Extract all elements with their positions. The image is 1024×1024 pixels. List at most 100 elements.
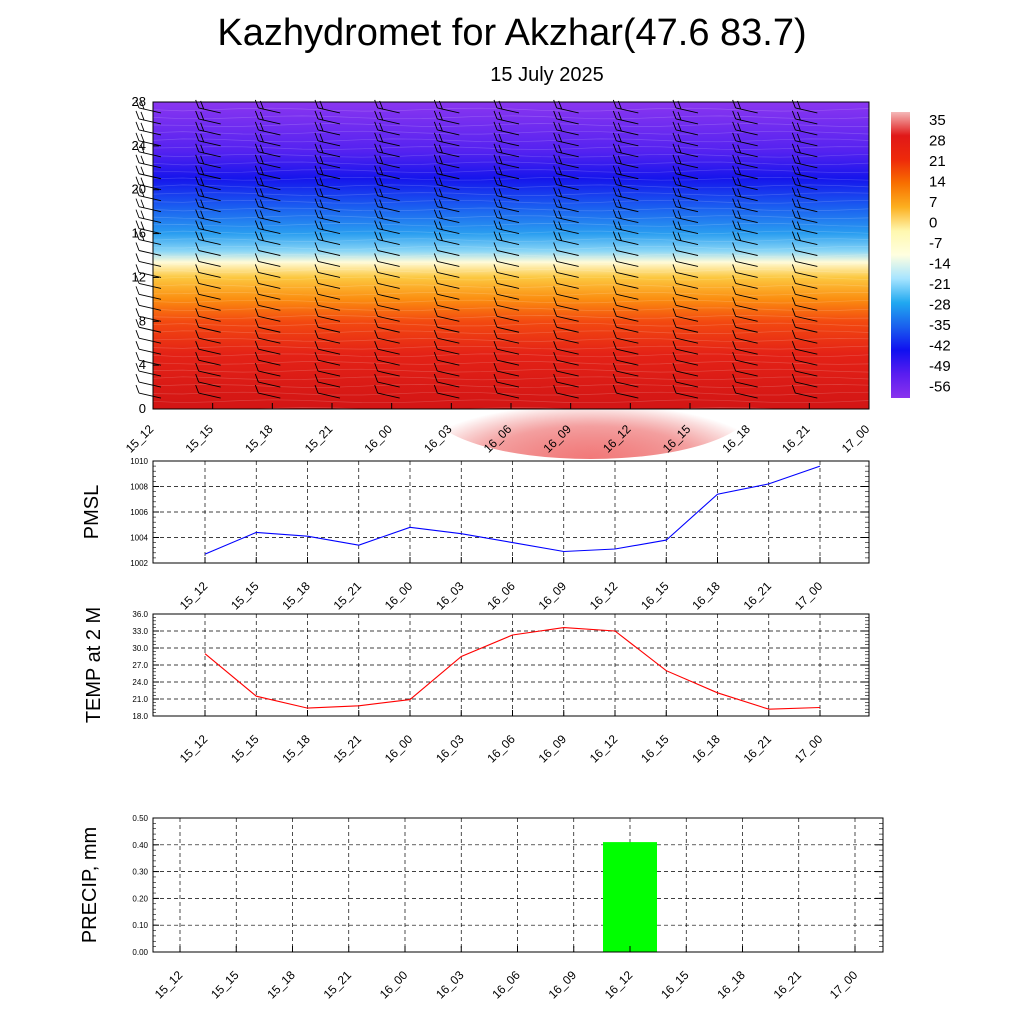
wind-barb: [616, 173, 639, 180]
wind-barb: [735, 348, 758, 355]
wind-barb: [616, 107, 639, 114]
x-tick-label: 15_12: [177, 732, 211, 766]
wind-barb-flag: [135, 308, 140, 317]
wind-barb-flag: [195, 253, 200, 262]
x-tick-label: 15_18: [242, 422, 276, 456]
wind-barb: [198, 151, 221, 158]
wind-barb: [258, 271, 281, 278]
wind-barb: [258, 282, 281, 289]
wind-barb-flag: [612, 297, 617, 306]
wind-barb: [735, 206, 758, 213]
wind-barb-flag: [379, 210, 384, 219]
heatmap-field: [153, 102, 869, 409]
wind-barb-flag: [791, 373, 796, 383]
wind-barb: [377, 217, 400, 224]
x-tick-label: 16_03: [433, 579, 467, 613]
wind-barb-flag: [791, 187, 796, 196]
wind-barb-flag: [672, 110, 677, 120]
wind-barb-flag: [791, 231, 796, 240]
contour-line: [152, 176, 870, 181]
wind-barb-flag: [319, 188, 324, 197]
wind-barb-flag: [732, 154, 737, 163]
wind-barb: [675, 151, 699, 158]
wind-barb: [556, 304, 579, 311]
contour-line: [152, 269, 870, 273]
wind-barb: [795, 228, 818, 235]
wind-barb-flag: [319, 133, 324, 143]
wind-barb-flag: [433, 154, 438, 163]
wind-barb: [138, 206, 162, 213]
wind-barb: [496, 337, 520, 344]
wind-barb-flag: [493, 132, 498, 142]
x-tick-label: 16_15: [638, 579, 672, 613]
wind-barb-flag: [259, 166, 264, 175]
wind-barb-flag: [135, 209, 140, 218]
colorbar-label: -49: [929, 358, 951, 375]
wind-barb: [437, 370, 460, 377]
wind-barb-flag: [254, 319, 259, 328]
wind-barb-flag: [498, 210, 503, 219]
wind-barb: [377, 261, 400, 267]
wind-barb: [258, 228, 281, 235]
wind-barb: [198, 359, 221, 366]
wind-barb: [675, 228, 699, 235]
x-tick-label: 16_15: [638, 732, 672, 766]
wind-barb: [138, 271, 162, 278]
wind-barb-flag: [612, 99, 617, 109]
wind-barb-flag: [140, 155, 145, 164]
chart-subtitle: 15 July 2025: [490, 64, 604, 86]
wind-barb-flag: [553, 99, 558, 109]
wind-barb-flag: [558, 177, 563, 186]
wind-barb: [437, 337, 460, 344]
wind-barb-flag: [195, 373, 200, 383]
y-tick-label: 30.0: [132, 644, 148, 653]
wind-barb-flag: [374, 242, 379, 251]
x-tick-label: 15_21: [321, 968, 355, 1002]
wind-barb-flag: [438, 144, 443, 153]
wind-barb-flag: [612, 176, 617, 185]
wind-barb: [377, 392, 400, 399]
wind-barb-flag: [374, 231, 379, 240]
x-tick-label: 15_18: [264, 968, 298, 1002]
wind-barb-flag: [314, 154, 319, 163]
wind-barb: [317, 195, 341, 202]
wind-barb: [258, 304, 281, 311]
wind-barb: [138, 118, 162, 125]
wind-barb: [556, 271, 579, 278]
wind-barb-flag: [493, 373, 498, 383]
wind-barb-flag: [677, 232, 682, 241]
wind-barb-flag: [200, 232, 205, 241]
wind-barb-flag: [732, 319, 737, 328]
wind-barb: [317, 184, 341, 191]
wind-barb: [198, 282, 221, 289]
wind-barb-flag: [737, 144, 742, 153]
wind-barb-flag: [558, 232, 563, 241]
wind-barb-flag: [200, 199, 205, 208]
y-tick-label: 24: [132, 138, 146, 153]
wind-barb-flag: [493, 187, 498, 196]
wind-barb: [377, 315, 400, 322]
wind-barb-flag: [498, 188, 503, 197]
wind-barb: [317, 304, 341, 311]
wind-barb-flag: [374, 143, 379, 152]
wind-barb: [795, 304, 818, 311]
wind-barb: [496, 195, 520, 202]
wind-barb-flag: [433, 110, 438, 120]
wind-barb-flag: [553, 373, 558, 383]
wind-barb-flag: [254, 143, 259, 152]
wind-barb: [616, 293, 639, 300]
wind-barb: [258, 107, 281, 114]
wind-barb-flag: [379, 177, 384, 186]
wind-barb-flag: [254, 209, 259, 218]
wind-barb: [675, 195, 699, 202]
wind-barb: [198, 261, 221, 267]
wind-barb-flag: [379, 133, 384, 143]
wind-barb-flag: [433, 384, 438, 394]
wind-barb-flag: [791, 209, 796, 218]
wind-barb-flag: [259, 144, 264, 153]
wind-barb-flag: [553, 220, 558, 229]
x-tick-label: 15_21: [331, 732, 365, 766]
wind-barb-flag: [374, 286, 379, 295]
wind-barb: [258, 315, 281, 322]
wind-barb: [616, 370, 639, 377]
